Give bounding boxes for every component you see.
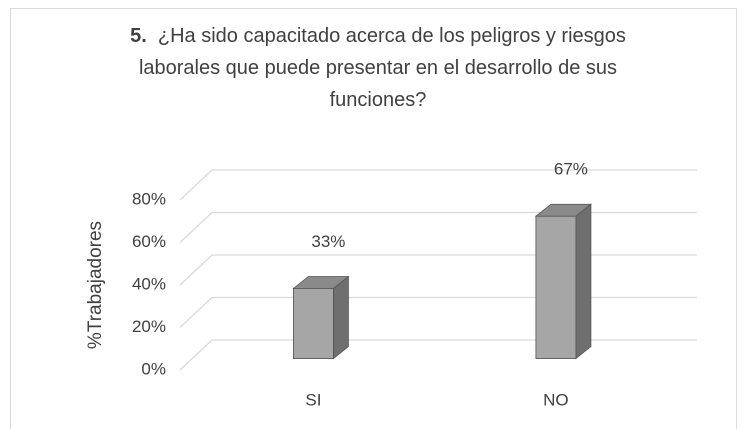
x-tick-label: NO (543, 390, 569, 409)
y-tick-label: 60% (132, 232, 166, 251)
bar (293, 288, 334, 360)
bar-side (333, 275, 349, 360)
grid-line (179, 339, 697, 371)
grid-line (179, 296, 697, 328)
chart-title: 5. ¿Ha sido capacitado acerca de los pel… (108, 20, 648, 116)
chart-border (10, 8, 737, 429)
grid-line (179, 211, 697, 243)
grid-line (179, 169, 697, 201)
data-label: 33% (311, 232, 345, 251)
y-tick-label: 80% (132, 189, 166, 208)
data-label: 67% (554, 160, 588, 179)
y-tick-label: 20% (132, 317, 166, 336)
y-tick-label: 40% (132, 274, 166, 293)
x-tick-label: SI (305, 390, 321, 409)
bar (535, 215, 577, 360)
y-axis-label: %Trabajadores (85, 221, 106, 349)
title-number: 5. (130, 25, 147, 47)
bar-side (575, 203, 592, 360)
title-text: ¿Ha sido capacitado acerca de los peligr… (138, 25, 626, 111)
y-tick-label: 0% (141, 359, 166, 378)
grid-line (179, 254, 697, 286)
